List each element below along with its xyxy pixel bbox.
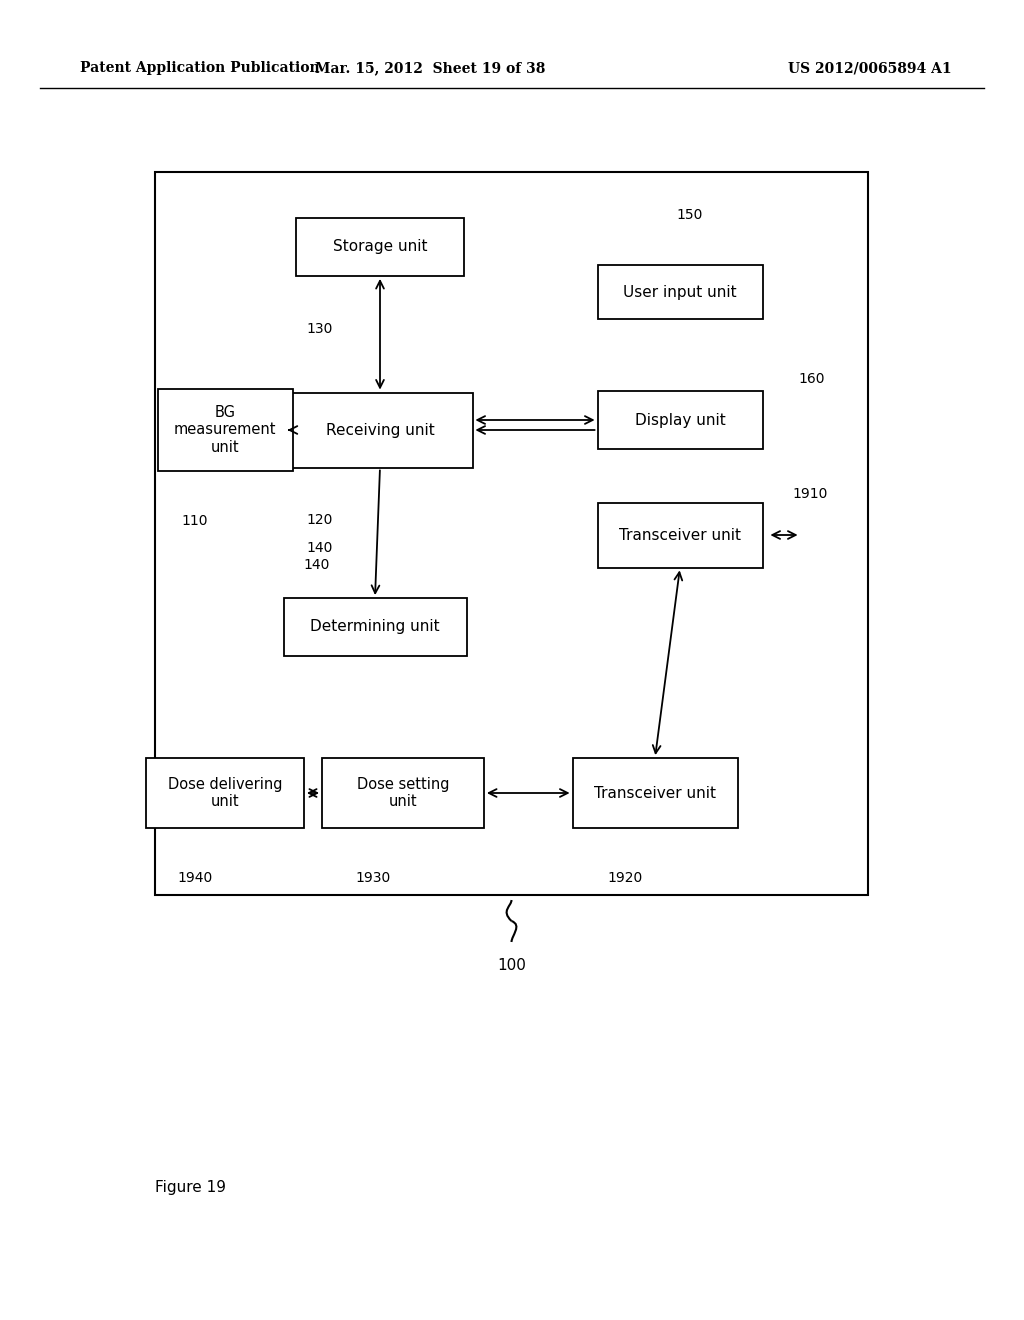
Text: Determining unit: Determining unit: [310, 619, 440, 635]
Bar: [296, 218, 464, 276]
Text: User input unit: User input unit: [624, 285, 737, 300]
Text: 150: 150: [677, 209, 703, 222]
Text: BG
measurement
unit: BG measurement unit: [174, 405, 276, 455]
Text: Patent Application Publication: Patent Application Publication: [80, 61, 319, 75]
Text: Dose delivering
unit: Dose delivering unit: [168, 776, 283, 809]
Text: Display unit: Display unit: [635, 412, 725, 428]
Text: 160: 160: [799, 372, 825, 385]
Bar: [284, 598, 467, 656]
Text: Transceiver unit: Transceiver unit: [594, 785, 716, 800]
Text: 140: 140: [307, 541, 333, 554]
Text: Receiving unit: Receiving unit: [326, 422, 434, 437]
Text: Dose setting
unit: Dose setting unit: [356, 776, 450, 809]
Bar: [597, 391, 763, 449]
Bar: [158, 389, 293, 471]
Bar: [146, 758, 304, 828]
Text: Transceiver unit: Transceiver unit: [618, 528, 741, 543]
Text: 1940: 1940: [177, 871, 213, 884]
Text: 120: 120: [307, 513, 333, 528]
Bar: [572, 758, 737, 828]
Text: 130: 130: [307, 322, 333, 337]
Bar: [155, 172, 868, 895]
Bar: [597, 503, 763, 568]
Text: 110: 110: [181, 513, 208, 528]
Text: Storage unit: Storage unit: [333, 239, 427, 255]
Text: Figure 19: Figure 19: [155, 1180, 226, 1195]
Text: 1910: 1910: [793, 487, 827, 502]
Bar: [322, 758, 484, 828]
Bar: [597, 265, 763, 319]
Text: 1920: 1920: [607, 871, 643, 884]
Text: 100: 100: [497, 958, 526, 973]
Text: 140: 140: [304, 558, 330, 572]
Text: Mar. 15, 2012  Sheet 19 of 38: Mar. 15, 2012 Sheet 19 of 38: [314, 61, 545, 75]
Bar: [288, 392, 472, 467]
Text: US 2012/0065894 A1: US 2012/0065894 A1: [788, 61, 952, 75]
Text: 1930: 1930: [355, 871, 390, 884]
